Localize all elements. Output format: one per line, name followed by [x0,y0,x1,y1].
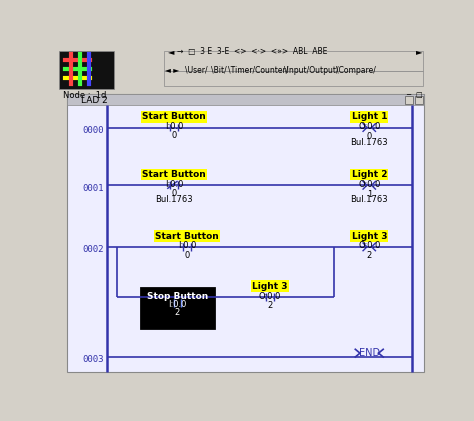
Text: I:0.0: I:0.0 [165,180,183,189]
Text: Bul.1763: Bul.1763 [350,195,388,204]
Text: Bul.1763: Bul.1763 [350,138,388,147]
Bar [59,51,113,89]
Text: →  □  3 E  3-E  <>  <·>  <»>  ABL  ABE: → □ 3 E 3-E <> <·> <»> ABL ABE [177,47,328,56]
Text: 0: 0 [184,251,190,260]
Text: Start Button: Start Button [142,170,206,179]
Bar [141,288,214,328]
Text: I:0.0: I:0.0 [168,300,187,309]
Text: Bul.1763: Bul.1763 [155,195,193,204]
Text: Start Button: Start Button [155,232,219,240]
Bar [415,96,423,104]
Text: Light 1: Light 1 [352,112,387,121]
Text: Light 3: Light 3 [252,282,288,290]
Text: 0001: 0001 [82,184,104,193]
Text: O:0.0: O:0.0 [358,180,381,189]
Text: 2: 2 [267,301,273,310]
Text: O:0.0: O:0.0 [259,291,281,301]
Text: O:0.0: O:0.0 [358,122,381,131]
Text: \Input/Output/: \Input/Output/ [284,66,338,75]
Text: I:0.0: I:0.0 [165,122,183,131]
Text: 0002: 0002 [82,245,104,254]
Text: 1: 1 [366,190,372,199]
Text: Light 3: Light 3 [352,232,387,240]
Text: ◄ ►: ◄ ► [165,66,180,75]
Text: Stop Button: Stop Button [147,291,208,301]
Bar [405,96,413,104]
Text: ►: ► [416,47,422,56]
Text: Light 2: Light 2 [352,170,387,179]
Text: Node :  1d: Node : 1d [63,91,107,99]
Text: I:0.0: I:0.0 [178,242,196,250]
Text: 2: 2 [366,251,372,261]
Text: 0003: 0003 [82,355,104,365]
Text: O:0.0: O:0.0 [358,242,381,250]
Text: \Timer/Counter/: \Timer/Counter/ [228,66,289,75]
Text: ◄: ◄ [168,47,174,56]
Bar [67,94,423,105]
Text: END: END [359,348,380,358]
Bar [164,71,423,86]
Text: 0: 0 [171,189,177,198]
Text: \Bit/: \Bit/ [211,66,227,75]
Text: 0000: 0000 [82,126,104,135]
Text: 0: 0 [171,131,177,140]
Text: Start Button: Start Button [142,112,206,121]
Text: 2: 2 [175,308,180,317]
Text: LAD 2: LAD 2 [81,96,108,105]
Bar [67,94,423,372]
Text: ─: ─ [406,92,410,98]
Bar [164,51,423,71]
Text: \Compare/: \Compare/ [336,66,376,75]
Text: 0: 0 [366,132,372,141]
Text: □: □ [416,92,422,98]
Text: \User/: \User/ [185,66,208,75]
